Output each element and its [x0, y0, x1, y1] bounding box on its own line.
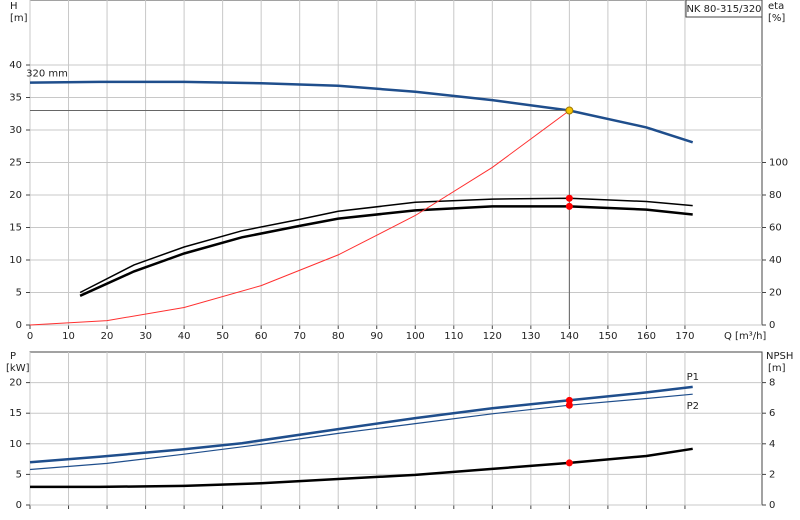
y-tick-label: 20: [9, 190, 22, 201]
y-axis-label: P: [10, 351, 16, 362]
series-line: [29, 385, 693, 464]
y2-tick-label: 40: [769, 255, 782, 266]
y-tick-label: 30: [9, 125, 22, 136]
y2-tick-label: 80: [769, 190, 782, 201]
y-axis-unit: [m]: [10, 13, 28, 24]
y2-axis-label: NPSH: [766, 351, 793, 362]
y2-tick-label: 2: [769, 469, 775, 480]
series-line: [29, 110, 570, 326]
chart-title: NK 80-315/320: [686, 4, 761, 15]
x-axis-label: Q [m³/h]: [724, 331, 766, 342]
series-label: P1: [687, 372, 699, 383]
y2-tick-label: 8: [769, 378, 775, 389]
x-tick-label: 90: [370, 331, 383, 342]
y-tick-label: 5: [16, 288, 22, 299]
y2-axis-unit: [%]: [768, 13, 785, 24]
highlight-point: [565, 401, 573, 409]
series-label: P2: [687, 401, 699, 412]
x-tick-label: 20: [101, 331, 114, 342]
x-tick-label: 130: [521, 331, 540, 342]
series-line: [79, 197, 693, 294]
y-tick-label: 5: [16, 469, 22, 480]
highlight-point: [565, 194, 573, 202]
x-tick-label: 140: [560, 331, 579, 342]
y-tick-label: 40: [9, 60, 22, 71]
y2-tick-label: 60: [769, 223, 782, 234]
y-tick-label: 15: [9, 223, 22, 234]
x-tick-label: 70: [293, 331, 306, 342]
plot-frame: [29, 351, 763, 506]
y-tick-label: 0: [16, 500, 22, 511]
highlight-point: [565, 396, 573, 404]
x-tick-label: 110: [444, 331, 463, 342]
x-tick-label: 30: [139, 331, 152, 342]
y2-tick-label: 6: [769, 408, 775, 419]
y2-axis-label: eta: [768, 1, 784, 12]
y-tick-label: 35: [9, 93, 22, 104]
x-tick-label: 10: [62, 331, 75, 342]
highlight-point: [565, 202, 573, 210]
x-tick-label: 100: [406, 331, 425, 342]
x-tick-label: 80: [332, 331, 345, 342]
x-tick-label: 40: [178, 331, 191, 342]
y-tick-label: 20: [9, 378, 22, 389]
y2-tick-label: 0: [769, 500, 775, 511]
highlight-point: [565, 106, 574, 115]
y-axis-label: H: [10, 1, 18, 12]
y-tick-label: 0: [16, 320, 22, 331]
x-tick-label: 150: [598, 331, 617, 342]
x-tick-label: 0: [27, 331, 33, 342]
y2-tick-label: 20: [769, 288, 782, 299]
x-tick-label: 160: [637, 331, 656, 342]
x-tick-label: 120: [483, 331, 502, 342]
series-line: [29, 393, 693, 471]
y-tick-label: 10: [9, 255, 22, 266]
y-tick-label: 15: [9, 408, 22, 419]
highlight-point: [565, 459, 573, 467]
series-line: [79, 205, 693, 297]
series-line: [29, 80, 694, 144]
y2-tick-label: 100: [769, 158, 788, 169]
y-tick-label: 25: [9, 158, 22, 169]
x-tick-label: 170: [675, 331, 694, 342]
title-box: [685, 0, 763, 18]
y-tick-label: 10: [9, 439, 22, 450]
x-tick-label: 50: [216, 331, 229, 342]
y2-axis-unit: [m]: [768, 363, 786, 374]
series-label: 320 mm: [26, 69, 68, 80]
x-tick-label: 60: [255, 331, 268, 342]
y2-tick-label: 4: [769, 439, 775, 450]
series-line: [30, 447, 693, 489]
y2-tick-label: 0: [769, 320, 775, 331]
y-axis-unit: [kW]: [6, 363, 30, 374]
